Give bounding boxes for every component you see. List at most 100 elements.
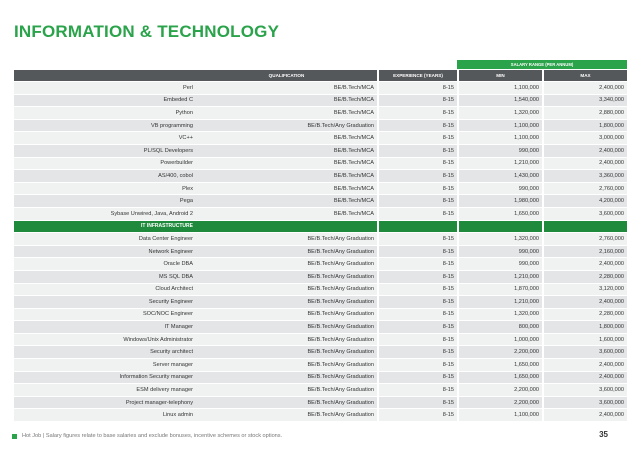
experience-cell: 8-15 — [377, 207, 457, 221]
role-cell: Linux admin — [14, 409, 196, 423]
min-salary-cell: 1,540,000 — [457, 94, 542, 108]
table-row: VB programming BE/B.Tech/Any Graduation 8-… — [14, 119, 627, 133]
experience-cell: 8-15 — [377, 195, 457, 208]
min-salary-cell: 2,200,000 — [457, 396, 542, 410]
experience-cell: 8-15 — [377, 119, 457, 133]
section-blank-cell — [377, 220, 457, 234]
experience-cell: 8-15 — [377, 384, 457, 397]
experience-cell: 8-15 — [377, 396, 457, 410]
role-cell: Sybase Unwired, Java, Android 2 — [14, 207, 196, 221]
min-salary-cell: 1,650,000 — [457, 359, 542, 372]
max-salary-cell: 3,000,000 — [542, 132, 627, 145]
min-salary-cell: 1,650,000 — [457, 371, 542, 385]
max-salary-cell: 2,880,000 — [542, 107, 627, 120]
qualification-cell: BE/B.Tech/Any Graduation — [196, 258, 377, 271]
table-row: Server manager BE/B.Tech/Any Graduation 8-… — [14, 359, 627, 372]
qualification-cell: BE/B.Tech/MCA — [196, 132, 377, 145]
qualification-cell: BE/B.Tech/MCA — [196, 207, 377, 221]
table-row: Security architect BE/B.Tech/Any Graduati… — [14, 346, 627, 360]
salary-range-row: SALARY RANGE (PER ANNUM) — [14, 60, 627, 70]
experience-cell: 8-15 — [377, 94, 457, 108]
table-row: Security Engineer BE/B.Tech/Any Graduatio… — [14, 296, 627, 309]
experience-cell: 8-15 — [377, 82, 457, 95]
qualification-cell: BE/B.Tech/MCA — [196, 157, 377, 171]
section-blank-cell — [542, 220, 627, 234]
min-salary-cell: 1,210,000 — [457, 296, 542, 309]
column-header-min: MIN — [457, 70, 542, 82]
qualification-cell: BE/B.Tech/Any Graduation — [196, 296, 377, 309]
role-cell: VC++ — [14, 132, 196, 145]
table-header-row: QUALIFICATION EXPERIENCE (YEARS) MIN MAX — [14, 70, 627, 82]
qualification-cell: BE/B.Tech/MCA — [196, 170, 377, 183]
qualification-cell: BE/B.Tech/Any Graduation — [196, 283, 377, 297]
max-salary-cell: 2,400,000 — [542, 144, 627, 158]
role-cell: Embeded C — [14, 94, 196, 108]
qualification-cell: BE/B.Tech/Any Graduation — [196, 245, 377, 259]
table-row: Network Engineer BE/B.Tech/Any Graduation… — [14, 245, 627, 259]
min-salary-cell: 1,000,000 — [457, 333, 542, 347]
page-title: INFORMATION & TECHNOLOGY — [14, 22, 280, 41]
column-header-max: MAX — [542, 70, 627, 82]
role-cell: Information Security manager — [14, 371, 196, 385]
experience-cell: 8-15 — [377, 144, 457, 158]
min-salary-cell: 990,000 — [457, 258, 542, 271]
page-number: 35 — [599, 430, 608, 439]
table-row: Plex BE/B.Tech/MCA 8-15 990,000 2,760,000 — [14, 182, 627, 196]
experience-cell: 8-15 — [377, 409, 457, 423]
table-row: Cloud Architect BE/B.Tech/Any Graduation 8… — [14, 283, 627, 297]
min-salary-cell: 1,320,000 — [457, 233, 542, 246]
table-row: Windows/Unix Administrator BE/B.Tech/Any … — [14, 333, 627, 347]
role-cell: Network Engineer — [14, 245, 196, 259]
max-salary-cell: 1,600,000 — [542, 333, 627, 347]
table-row: Oracle DBA BE/B.Tech/Any Graduation 8-15 99… — [14, 258, 627, 271]
max-salary-cell: 2,760,000 — [542, 182, 627, 196]
column-header-role — [14, 70, 196, 82]
max-salary-cell: 2,400,000 — [542, 82, 627, 95]
role-cell: VB programming — [14, 119, 196, 133]
min-salary-cell: 1,430,000 — [457, 170, 542, 183]
min-salary-cell: 1,320,000 — [457, 308, 542, 322]
max-salary-cell: 2,160,000 — [542, 245, 627, 259]
role-cell: Security Engineer — [14, 296, 196, 309]
qualification-cell: BE/B.Tech/Any Graduation — [196, 308, 377, 322]
role-cell: Security architect — [14, 346, 196, 360]
qualification-cell: BE/B.Tech/MCA — [196, 144, 377, 158]
column-header-qualification: QUALIFICATION — [196, 70, 377, 82]
table-row: VC++ BE/B.Tech/MCA 8-15 1,100,000 3,000,000 — [14, 132, 627, 145]
max-salary-cell: 2,400,000 — [542, 258, 627, 271]
max-salary-cell: 2,400,000 — [542, 409, 627, 423]
role-cell: Python — [14, 107, 196, 120]
min-salary-cell: 990,000 — [457, 144, 542, 158]
table-row: SOC/NOC Engineer BE/B.Tech/Any Graduation… — [14, 308, 627, 322]
table-row: ESM delivery manager BE/B.Tech/Any Gradua… — [14, 384, 627, 397]
qualification-cell: BE/B.Tech/Any Graduation — [196, 321, 377, 334]
experience-cell: 8-15 — [377, 371, 457, 385]
min-salary-cell: 1,100,000 — [457, 132, 542, 145]
experience-cell: 8-15 — [377, 233, 457, 246]
min-salary-cell: 1,870,000 — [457, 283, 542, 297]
experience-cell: 8-15 — [377, 359, 457, 372]
qualification-cell: BE/B.Tech/Any Graduation — [196, 119, 377, 133]
min-salary-cell: 1,980,000 — [457, 195, 542, 208]
qualification-cell: BE/B.Tech/Any Graduation — [196, 333, 377, 347]
experience-cell: 8-15 — [377, 321, 457, 334]
min-salary-cell: 990,000 — [457, 182, 542, 196]
table-row: Pega BE/B.Tech/MCA 8-15 1,980,000 4,200,000 — [14, 195, 627, 208]
max-salary-cell: 2,400,000 — [542, 157, 627, 171]
max-salary-cell: 3,120,000 — [542, 283, 627, 297]
role-cell: Windows/Unix Administrator — [14, 333, 196, 347]
experience-cell: 8-15 — [377, 283, 457, 297]
qualification-cell: BE/B.Tech/MCA — [196, 107, 377, 120]
qualification-cell: BE/B.Tech/MCA — [196, 195, 377, 208]
experience-cell: 8-15 — [377, 258, 457, 271]
max-salary-cell: 1,800,000 — [542, 321, 627, 334]
role-cell: Powerbuilder — [14, 157, 196, 171]
qualification-cell: BE/B.Tech/Any Graduation — [196, 371, 377, 385]
qualification-cell: BE/B.Tech/Any Graduation — [196, 396, 377, 410]
max-salary-cell: 3,600,000 — [542, 396, 627, 410]
min-salary-cell: 1,100,000 — [457, 409, 542, 423]
qualification-cell: BE/B.Tech/MCA — [196, 94, 377, 108]
footer-note: Hot Job | Salary figures relate to base … — [22, 433, 283, 439]
experience-cell: 8-15 — [377, 132, 457, 145]
footer: Hot Job | Salary figures relate to base … — [12, 433, 283, 439]
